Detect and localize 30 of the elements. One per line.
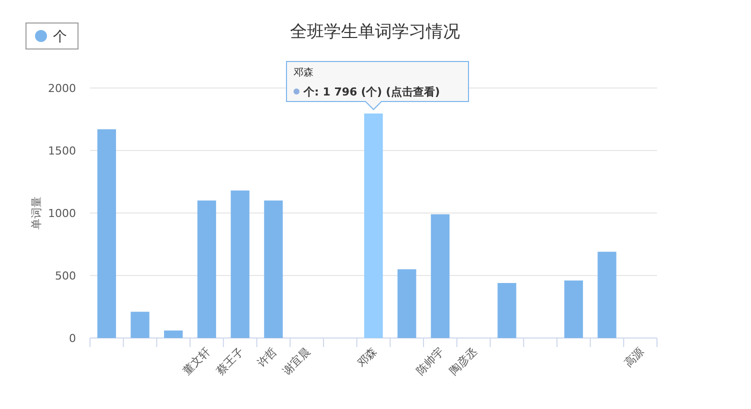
x-tick-label: 蔡王子: [214, 344, 246, 378]
bar: [430, 214, 450, 338]
bar: [97, 129, 116, 338]
x-tick-label: 陶彦丞: [447, 344, 480, 378]
y-tick-label: 2000: [48, 82, 76, 95]
text: 邓森: [294, 66, 314, 78]
bar: [498, 283, 516, 338]
x-tick-label: 谢宜晨: [280, 344, 313, 378]
bar: [264, 200, 283, 338]
bar: [230, 190, 250, 338]
bar: [130, 312, 150, 338]
chart-title: 全班学生单词学习情况: [290, 22, 460, 42]
x-tick-label: 董文轩: [180, 344, 213, 378]
y-tick-label: 0: [69, 332, 76, 345]
x-tick-label: 许哲: [254, 344, 280, 370]
bar: [164, 330, 183, 338]
x-tick-label: 陈帅宇: [414, 344, 446, 378]
bar: [197, 200, 216, 338]
bar: [564, 280, 583, 338]
y-tick-label: 1000: [48, 207, 76, 220]
legend-label: 个: [53, 29, 67, 45]
y-tick-label: 1500: [48, 144, 76, 158]
y-tick-label: 500: [55, 270, 76, 282]
bar: [598, 252, 616, 338]
bar: [398, 269, 416, 338]
bar: [364, 114, 383, 338]
y-axis-title: 单词量: [30, 196, 43, 230]
x-tick-label: 高源: [622, 344, 646, 370]
annotation: 个: 1 796 (个) (点击查看): [302, 86, 440, 98]
x-tick-label: 邓森: [354, 344, 380, 370]
